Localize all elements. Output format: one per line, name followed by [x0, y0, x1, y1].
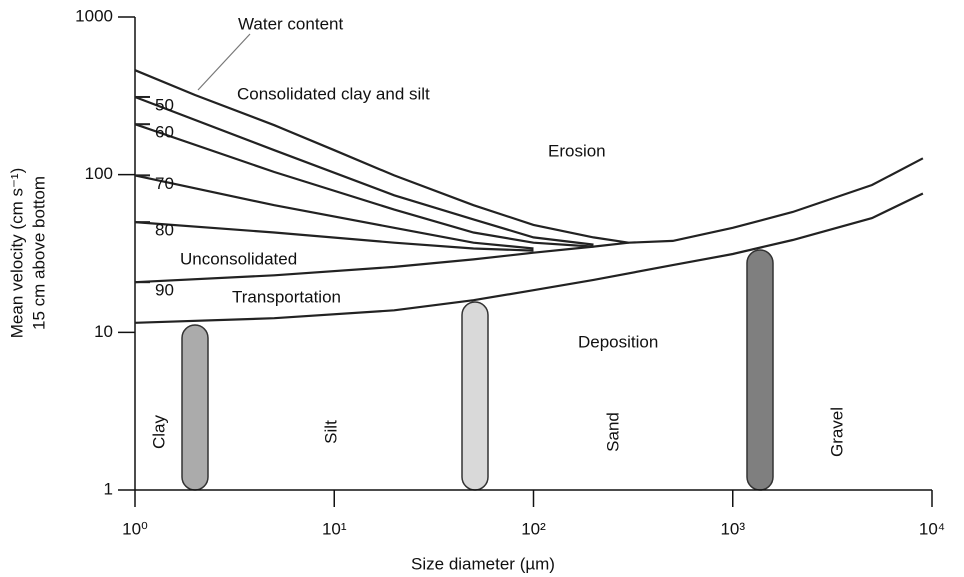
curve [134, 174, 534, 250]
y-axis-label: Mean velocity (cm s⁻¹) [7, 168, 26, 339]
annotation: Unconsolidated [180, 249, 297, 268]
annotation: Deposition [578, 332, 658, 351]
annotation: Clay [149, 414, 168, 449]
leader-line [197, 33, 251, 91]
curve [134, 192, 924, 324]
annotation: Erosion [548, 141, 606, 160]
annotation: Water content [238, 14, 343, 33]
y-axis-label: 15 cm above bottom [29, 176, 48, 330]
x-tick-label: 10² [521, 519, 546, 538]
y-tick-label: 100 [85, 164, 113, 183]
annotation: Silt [321, 420, 340, 444]
gravel-range [746, 249, 774, 491]
annotation: Gravel [827, 407, 846, 457]
clay-range [181, 324, 209, 491]
x-tick-label: 10⁴ [919, 519, 945, 538]
x-tick-label: 10³ [720, 519, 745, 538]
curve [134, 123, 594, 248]
curve [134, 241, 629, 284]
series-label: 90 [155, 281, 174, 300]
x-axis-label: Size diameter (µm) [411, 554, 555, 573]
y-tick-label: 10 [94, 322, 113, 341]
x-tick-label: 10⁰ [122, 519, 148, 538]
sand-range [461, 301, 489, 491]
y-tick-label: 1 [104, 479, 113, 498]
series-label: 50 [155, 95, 174, 114]
annotation: Transportation [232, 287, 341, 306]
curve [134, 95, 594, 246]
curve [134, 69, 924, 244]
series-label: 80 [155, 221, 174, 240]
y-tick-label: 1000 [75, 6, 113, 25]
series-label: 60 [155, 123, 174, 142]
x-tick-label: 10¹ [322, 519, 347, 538]
annotation: Sand [603, 412, 622, 452]
curve [134, 221, 534, 252]
series-label: 70 [155, 174, 174, 193]
annotation: Consolidated clay and silt [237, 84, 430, 103]
